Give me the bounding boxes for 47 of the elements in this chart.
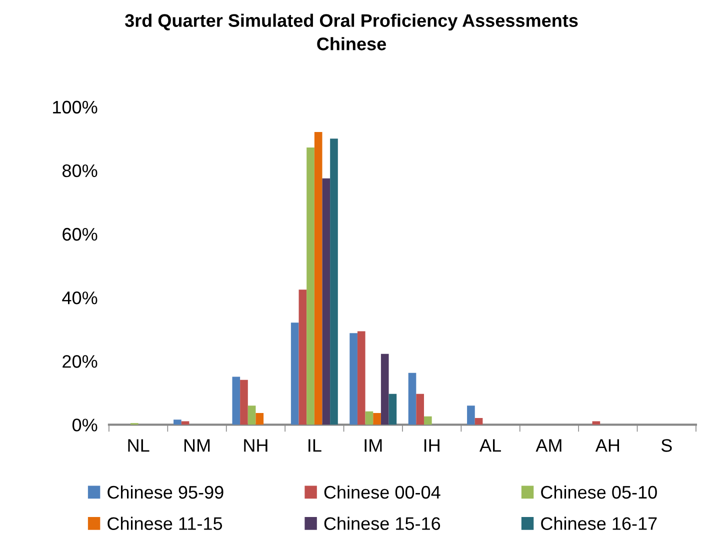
y-tick-label: 80%	[62, 164, 98, 178]
bar	[416, 394, 424, 425]
bar	[256, 412, 264, 425]
bar	[298, 290, 307, 425]
x-tick-label: S	[661, 439, 672, 452]
bar	[592, 421, 600, 425]
y-tick-label: 40%	[62, 292, 98, 304]
legend-label: Chinese 05-10	[541, 485, 657, 499]
y-tick-label: 0%	[72, 418, 98, 432]
bar	[314, 132, 322, 425]
bar	[306, 148, 314, 425]
bar	[322, 178, 330, 425]
bar	[248, 406, 256, 425]
bar	[474, 418, 483, 425]
y-tick-label: 100%	[53, 100, 98, 114]
bar	[365, 411, 374, 425]
bar	[408, 372, 416, 425]
bar	[232, 376, 240, 425]
bar	[380, 354, 389, 425]
legend-label: Chinese 16-17	[541, 516, 657, 530]
x-tick-label: NL	[128, 439, 150, 452]
bar	[240, 380, 248, 425]
bar	[174, 420, 182, 425]
bar	[330, 138, 338, 425]
x-tick-label: IM	[364, 439, 382, 452]
bar	[467, 406, 475, 425]
bar	[290, 322, 299, 425]
y-tick-label: 60%	[62, 228, 98, 241]
chart-title: 3rd Quarter Simulated Oral Proficiency Assessments Chinese	[124, 14, 578, 50]
y-tick-label: 20%	[62, 355, 98, 368]
bar	[350, 333, 358, 425]
legend-label: Chinese 11-15	[108, 516, 222, 530]
legend-label: Chinese 15-16	[324, 516, 440, 530]
x-tick-label: AL	[480, 439, 501, 452]
x-tick-label: IL	[308, 439, 322, 452]
x-tick-label: AH	[595, 439, 619, 452]
legend-label: Chinese 95-99	[108, 485, 224, 499]
x-tick-label: IH	[424, 439, 440, 452]
bar	[388, 394, 397, 425]
x-tick-label: AM	[536, 439, 562, 452]
x-tick-label: NM	[184, 439, 210, 452]
bar	[357, 331, 366, 425]
x-tick-label: NH	[244, 439, 268, 452]
bar	[373, 412, 381, 425]
bar	[424, 416, 432, 425]
bar	[181, 421, 190, 425]
legend-label: Chinese 00-04	[324, 485, 440, 499]
